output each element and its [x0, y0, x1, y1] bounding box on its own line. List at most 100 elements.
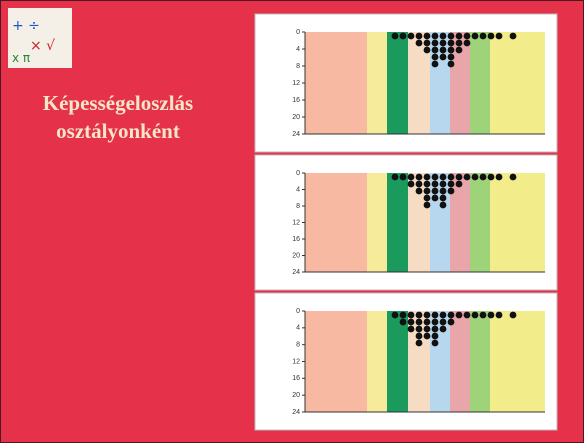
dot	[471, 173, 479, 181]
dot	[439, 39, 447, 47]
dot	[447, 173, 455, 181]
dot	[495, 173, 503, 181]
y-tick-label: 4	[296, 46, 300, 53]
dot	[431, 318, 439, 326]
dot	[439, 311, 447, 319]
dot	[463, 311, 471, 319]
band	[490, 32, 545, 134]
dot	[439, 318, 447, 326]
dot	[439, 180, 447, 188]
dot	[431, 180, 439, 188]
dot	[455, 180, 463, 188]
y-tick-label: 16	[292, 236, 300, 243]
dot	[407, 311, 415, 319]
dot	[509, 311, 517, 319]
band	[490, 311, 545, 412]
dot	[431, 53, 439, 61]
dot	[399, 311, 407, 319]
dot	[447, 60, 455, 68]
dot	[423, 39, 431, 47]
dot	[407, 180, 415, 188]
band	[450, 311, 470, 412]
dot	[463, 173, 471, 181]
y-tick-label: 0	[296, 170, 300, 177]
dot	[439, 173, 447, 181]
svg-text:+ ÷: + ÷	[12, 18, 40, 34]
y-tick-label: 16	[292, 375, 300, 382]
dot	[423, 180, 431, 188]
y-tick-label: 8	[296, 342, 300, 349]
dot	[447, 187, 455, 195]
dot	[415, 332, 423, 340]
dot	[415, 180, 423, 188]
dot	[447, 318, 455, 326]
dot	[415, 325, 423, 333]
band	[450, 32, 470, 134]
dot	[423, 325, 431, 333]
dot	[407, 325, 415, 333]
y-tick-label: 0	[296, 29, 300, 36]
dot	[447, 311, 455, 319]
dot	[439, 187, 447, 195]
y-tick-label: 20	[292, 392, 300, 399]
dot	[431, 311, 439, 319]
dot	[391, 173, 399, 181]
dot	[415, 39, 423, 47]
dot	[391, 32, 399, 40]
dot	[415, 318, 423, 326]
band	[367, 311, 387, 412]
dot	[391, 311, 399, 319]
y-tick-label: 4	[296, 325, 300, 332]
dot	[439, 201, 447, 209]
dot	[463, 39, 471, 47]
dot	[431, 32, 439, 40]
dot	[423, 46, 431, 54]
dot	[423, 201, 431, 209]
dot	[415, 311, 423, 319]
dot	[439, 53, 447, 61]
dot	[455, 39, 463, 47]
dot	[431, 173, 439, 181]
dot	[447, 53, 455, 61]
dot	[407, 32, 415, 40]
band	[387, 173, 408, 272]
band	[305, 311, 367, 412]
dot	[431, 332, 439, 340]
dot	[423, 194, 431, 202]
y-tick-label: 24	[292, 131, 300, 138]
dot	[455, 173, 463, 181]
dot	[509, 32, 517, 40]
math-icon: + ÷ × √ x π	[8, 8, 72, 68]
dot	[415, 173, 423, 181]
band	[490, 173, 545, 272]
dot	[509, 173, 517, 181]
band	[430, 311, 450, 412]
chart: 0 4 8 12 16 20 24	[254, 13, 558, 153]
dot	[487, 32, 495, 40]
dot	[471, 32, 479, 40]
y-tick-label: 12	[292, 80, 300, 87]
y-tick-label: 20	[292, 114, 300, 121]
y-tick-label: 16	[292, 97, 300, 104]
dot	[423, 32, 431, 40]
dot	[471, 311, 479, 319]
dot	[487, 311, 495, 319]
dot	[479, 173, 487, 181]
dot	[495, 311, 503, 319]
band	[367, 32, 387, 134]
y-tick-label: 12	[292, 219, 300, 226]
dot	[479, 32, 487, 40]
dot	[431, 339, 439, 347]
chart: 0 4 8 12 16 20 24	[254, 154, 558, 291]
title-line: osztályonként	[56, 119, 180, 143]
band	[408, 32, 430, 134]
y-tick-label: 24	[292, 409, 300, 416]
dot	[399, 318, 407, 326]
dot	[495, 32, 503, 40]
svg-text:x π: x π	[12, 51, 30, 65]
dot	[439, 32, 447, 40]
dot	[447, 32, 455, 40]
dot	[415, 32, 423, 40]
band	[430, 173, 450, 272]
